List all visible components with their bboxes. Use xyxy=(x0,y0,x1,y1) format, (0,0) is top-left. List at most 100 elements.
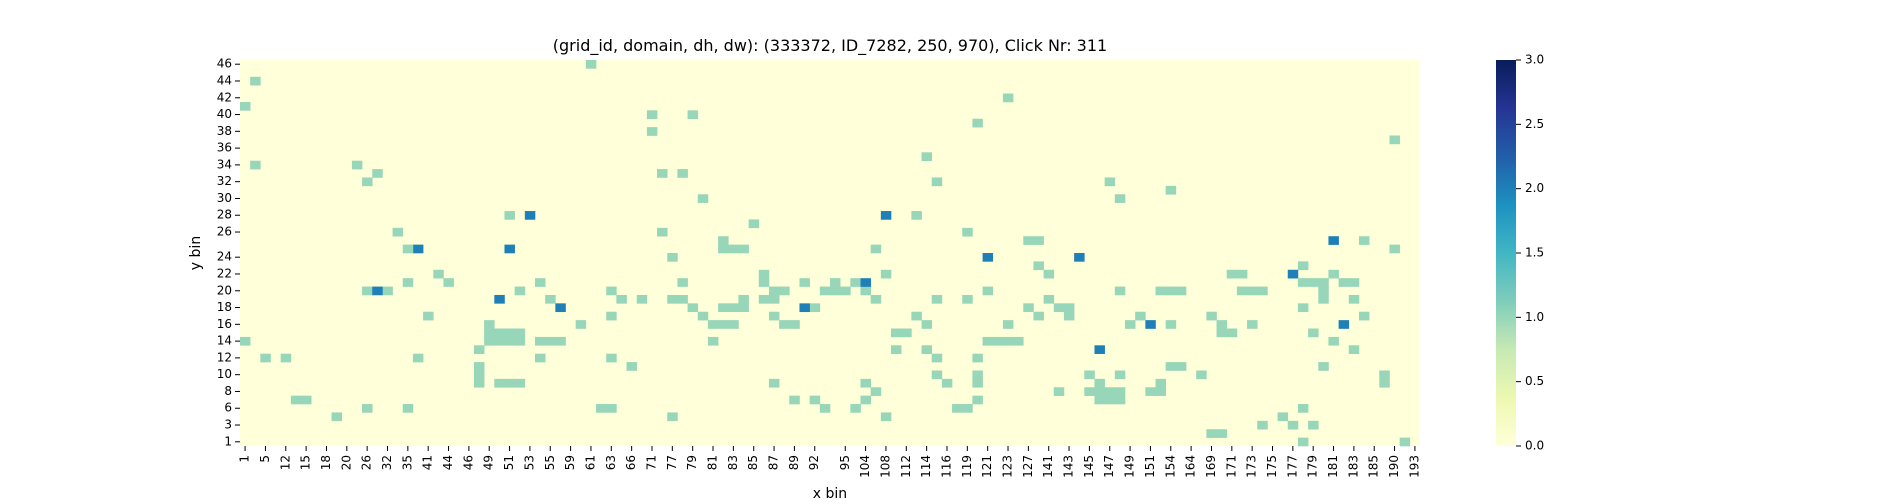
colorbar-tick-label: 3.0 xyxy=(1525,53,1544,67)
heatmap-cell xyxy=(1318,294,1329,304)
heatmap-cell xyxy=(677,169,688,178)
heatmap-cell xyxy=(870,387,882,396)
heatmap-cell xyxy=(718,303,729,313)
y-tick-label: 18 xyxy=(217,300,232,314)
heatmap-cell xyxy=(1247,286,1258,296)
heatmap-cell xyxy=(1308,278,1319,287)
heatmap-cell xyxy=(697,311,709,321)
heatmap-cell xyxy=(982,286,994,296)
heatmap-cell xyxy=(982,253,994,262)
heatmap-cell xyxy=(1328,269,1339,279)
heatmap-cell xyxy=(514,378,526,388)
x-tick-label: 35 xyxy=(400,455,414,470)
x-tick-label: 145 xyxy=(1082,455,1096,478)
heatmap-cell xyxy=(697,194,709,203)
heatmap-cell xyxy=(1308,328,1319,338)
x-tick-label: 79 xyxy=(685,455,699,470)
x-tick-label: 177 xyxy=(1285,455,1299,478)
heatmap-cell xyxy=(1165,320,1177,329)
heatmap-cell xyxy=(1094,378,1105,388)
heatmap-cell xyxy=(880,412,892,422)
heatmap-cell xyxy=(1053,303,1065,313)
heatmap-cell xyxy=(1043,294,1055,304)
heatmap-cell xyxy=(1125,320,1136,329)
x-tick-label: 15 xyxy=(299,455,313,470)
colorbar-ticks: 0.0 0.5 1.0 1.5 2.0 2.5 3.0 xyxy=(1516,53,1544,453)
heatmap-cell xyxy=(972,353,983,363)
heatmap-cell xyxy=(1257,420,1268,430)
heatmap-cell xyxy=(667,253,678,262)
heatmap-cell xyxy=(494,294,505,304)
x-tick-label: 149 xyxy=(1123,455,1137,478)
heatmap-cell xyxy=(1379,378,1390,388)
heatmap-cell xyxy=(1155,378,1166,388)
colorbar-tick-label: 2.0 xyxy=(1525,181,1544,195)
x-tick-label: 87 xyxy=(767,455,781,470)
y-tick-label: 16 xyxy=(217,317,232,331)
x-tick-label: 61 xyxy=(583,455,597,470)
heatmap-cell xyxy=(850,404,861,413)
heatmap-cell xyxy=(433,269,444,279)
heatmap-cell xyxy=(1033,311,1044,321)
x-tick-label: 55 xyxy=(543,455,557,470)
heatmap-cell xyxy=(1257,286,1268,296)
heatmap-cell xyxy=(1074,253,1085,262)
heatmap-cell xyxy=(1236,286,1248,296)
heatmap-cell xyxy=(1216,320,1228,329)
heatmap-cell xyxy=(931,294,943,304)
heatmap-cell xyxy=(1216,328,1228,338)
heatmap-cell xyxy=(392,227,404,237)
x-tick-label: 121 xyxy=(980,455,994,478)
x-tick-label: 66 xyxy=(624,455,638,470)
heatmap-cell xyxy=(362,404,373,413)
x-tick-label: 171 xyxy=(1224,455,1238,478)
heatmap-cell xyxy=(952,404,963,413)
heatmap-cell xyxy=(1318,362,1329,371)
heatmap-cell xyxy=(362,177,373,187)
x-tick-label: 49 xyxy=(482,455,496,470)
heatmap-cell xyxy=(351,160,363,170)
x-tick-label: 53 xyxy=(522,455,536,470)
heatmap-cell xyxy=(260,353,271,363)
y-tick-label: 14 xyxy=(217,334,232,348)
heatmap-cell xyxy=(931,177,943,187)
heatmap-cell xyxy=(738,303,749,313)
heatmap-cell xyxy=(1318,286,1329,296)
heatmap-cell xyxy=(1114,370,1126,380)
heatmap-cell xyxy=(830,278,841,287)
y-tick-label: 28 xyxy=(217,208,232,222)
heatmap-cell xyxy=(921,320,933,329)
heatmap-cell xyxy=(962,404,973,413)
y-tick-label: 26 xyxy=(217,225,232,239)
heatmap-cell xyxy=(372,286,383,296)
heatmap-cell xyxy=(931,353,943,363)
heatmap-cell xyxy=(687,110,699,120)
heatmap-cell xyxy=(779,286,790,296)
y-tick-label: 32 xyxy=(217,174,232,188)
heatmap-cell xyxy=(870,244,882,254)
heatmap-cell xyxy=(1247,320,1258,329)
x-axis-ticks: 1 5 12 15 18 20 26 32 35 41 44 46 49 51 53 55 59 61 63 66 71… xyxy=(238,446,1421,478)
heatmap-cells xyxy=(240,60,1411,447)
heatmap-cell xyxy=(473,345,485,354)
heatmap-cell xyxy=(1165,185,1177,195)
chart-title: (grid_id, domain, dh, dw): (333372, ID_7… xyxy=(553,36,1107,56)
heatmap-cell xyxy=(789,320,800,329)
heatmap-cell xyxy=(891,345,902,354)
heatmap-cell xyxy=(819,404,831,413)
heatmap-cell xyxy=(412,353,424,363)
x-tick-label: 51 xyxy=(502,455,516,470)
heatmap-cell xyxy=(1348,294,1360,304)
heatmap-cell xyxy=(880,269,892,279)
heatmap-cell xyxy=(1206,429,1217,438)
heatmap-cell xyxy=(830,286,841,296)
heatmap-cell xyxy=(524,211,536,220)
heatmap-cell xyxy=(1338,320,1350,329)
heatmap-cell xyxy=(1002,336,1014,346)
heatmap-cell xyxy=(1114,194,1126,203)
heatmap-cell xyxy=(911,311,922,321)
heatmap-cell xyxy=(1358,236,1370,245)
heatmap-cell xyxy=(768,286,780,296)
x-tick-label: 119 xyxy=(960,455,974,478)
y-tick-label: 40 xyxy=(217,107,232,121)
